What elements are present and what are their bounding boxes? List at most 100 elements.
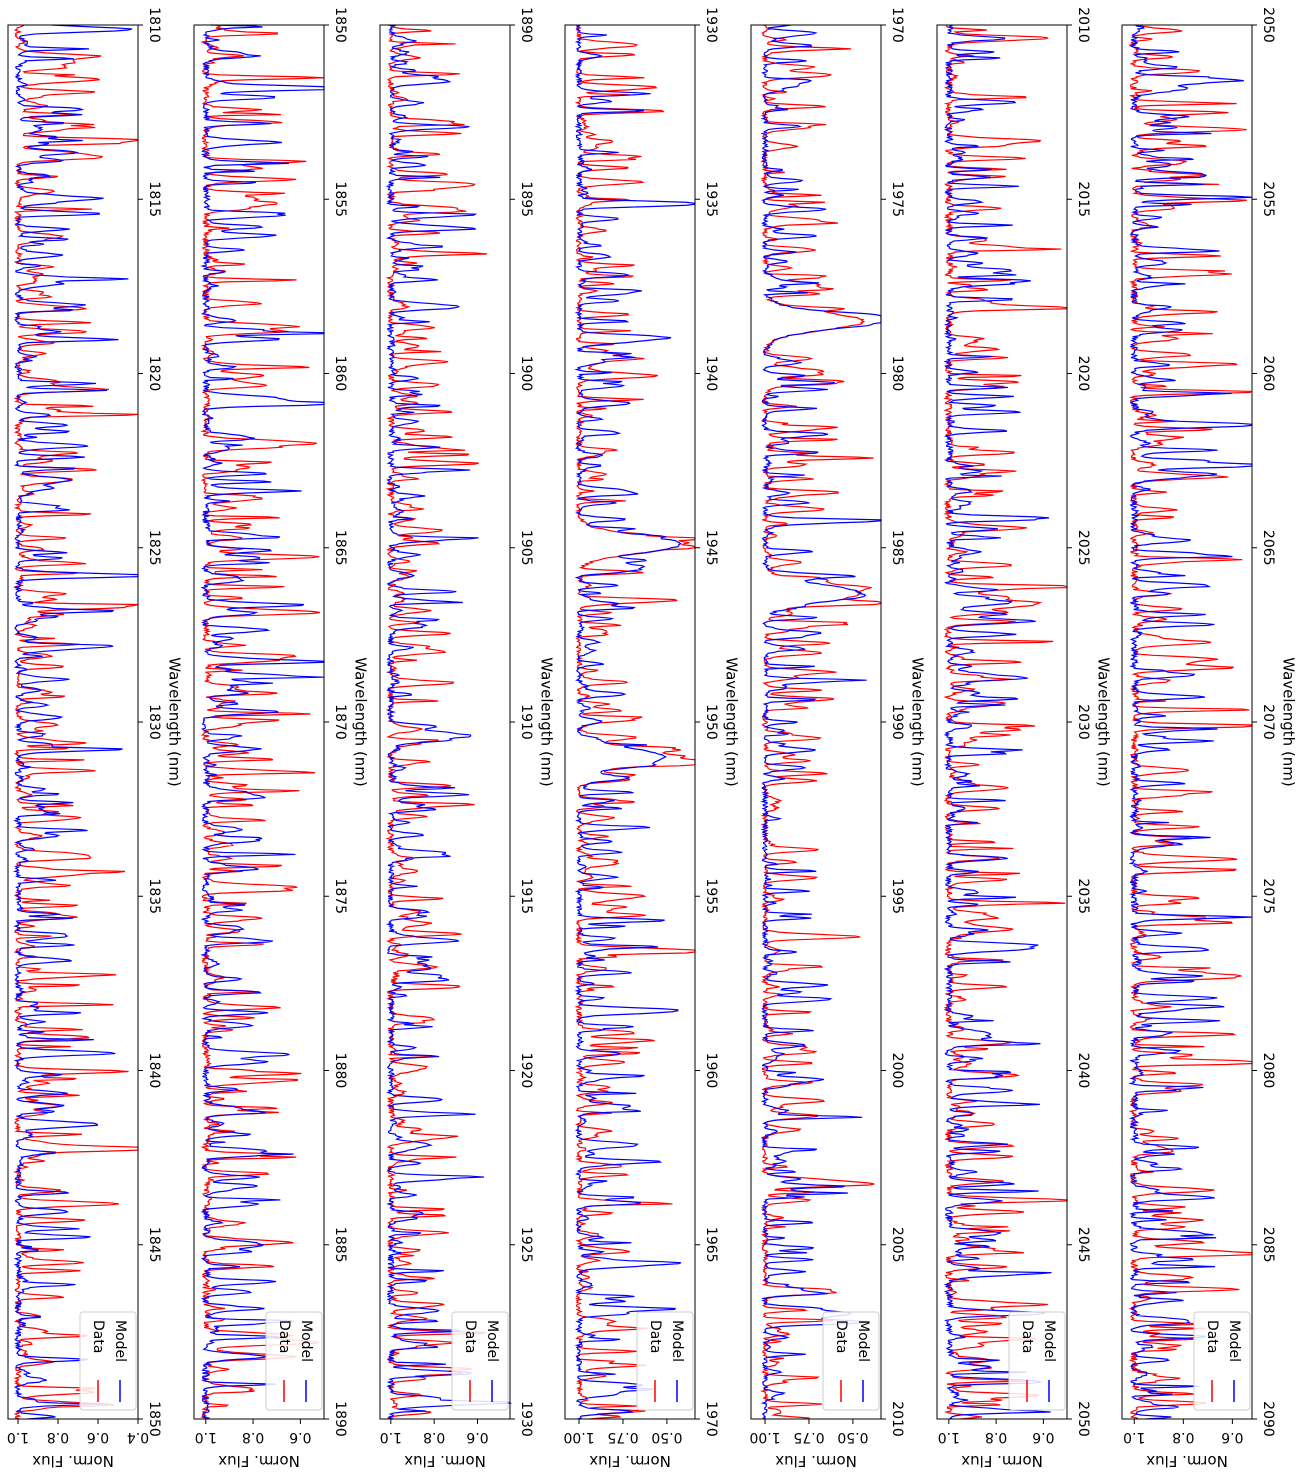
x-tick-label: 1860 xyxy=(332,356,348,392)
x-tick-label: 2015 xyxy=(1075,181,1091,217)
x-axis-label: Wavelength (nm) xyxy=(1095,657,1113,787)
x-tick-label: 2045 xyxy=(1075,1227,1091,1263)
series-model-line-panel-6 xyxy=(943,24,1052,1420)
x-tick-label: 1820 xyxy=(146,356,162,392)
x-tick-label: 2065 xyxy=(1260,530,1276,566)
x-tick-label: 1825 xyxy=(146,530,162,566)
x-tick-label: 1885 xyxy=(332,1227,348,1263)
x-tick-label: 1990 xyxy=(889,704,905,740)
y-tick-label: 0.50 xyxy=(837,1429,868,1445)
x-axis-label: Wavelength (nm) xyxy=(909,657,927,787)
x-tick-label: 1840 xyxy=(146,1053,162,1089)
x-axis-label: Wavelength (nm) xyxy=(723,657,741,787)
series-model-line-panel-7 xyxy=(1128,24,1253,1420)
x-tick-label: 1850 xyxy=(332,7,348,43)
legend-label-data: Data xyxy=(276,1320,292,1353)
x-tick-label: 2020 xyxy=(1075,356,1091,392)
x-tick-label: 1875 xyxy=(332,878,348,914)
x-tick-label: 1950 xyxy=(703,704,719,740)
legend-label-model: Model xyxy=(1226,1320,1242,1362)
x-tick-label: 1915 xyxy=(518,878,534,914)
series-model-line-panel-1 xyxy=(12,24,139,1420)
legend-label-model: Model xyxy=(669,1320,685,1362)
y-tick-label: 1.00 xyxy=(563,1429,594,1445)
x-tick-label: 2030 xyxy=(1075,704,1091,740)
x-tick-label: 1870 xyxy=(332,704,348,740)
legend xyxy=(79,1311,137,1411)
legend xyxy=(265,1311,323,1411)
legend-label-data: Data xyxy=(1019,1320,1035,1353)
y-tick-label: 1.0 xyxy=(7,1429,29,1445)
x-tick-label: 2035 xyxy=(1075,878,1091,914)
y-tick-label: 0.6 xyxy=(289,1429,311,1445)
series-data-line-panel-1 xyxy=(12,24,139,1420)
legend xyxy=(1193,1311,1251,1411)
y-tick-label: 0.75 xyxy=(793,1429,824,1445)
y-axis-label: Norm. Flux xyxy=(775,1452,857,1470)
x-tick-label: 1975 xyxy=(889,181,905,217)
y-tick-label: 0.4 xyxy=(127,1429,149,1445)
y-tick-label: 1.0 xyxy=(380,1429,402,1445)
y-tick-label: 0.6 xyxy=(1032,1429,1054,1445)
x-tick-label: 1890 xyxy=(518,7,534,43)
x-tick-label: 1890 xyxy=(332,1401,348,1437)
x-tick-label: 1830 xyxy=(146,704,162,740)
x-tick-label: 1905 xyxy=(518,530,534,566)
legend xyxy=(451,1311,509,1411)
x-tick-label: 2070 xyxy=(1260,704,1276,740)
panel-frame xyxy=(750,24,882,1420)
x-tick-label: 1965 xyxy=(703,1227,719,1263)
series-data-line-panel-4 xyxy=(574,24,696,1420)
x-tick-label: 2010 xyxy=(889,1401,905,1437)
x-tick-label: 2075 xyxy=(1260,878,1276,914)
series-data-line-panel-5 xyxy=(760,24,882,1420)
y-tick-label: 0.50 xyxy=(651,1429,682,1445)
x-tick-label: 1930 xyxy=(518,1401,534,1437)
x-tick-label: 2090 xyxy=(1260,1401,1276,1437)
x-tick-label: 1900 xyxy=(518,356,534,392)
x-tick-label: 2005 xyxy=(889,1227,905,1263)
x-axis-label: Wavelength (nm) xyxy=(352,657,370,787)
series-data-line-panel-7 xyxy=(1128,24,1253,1420)
series-data-line-panel-6 xyxy=(943,24,1068,1420)
x-tick-label: 1940 xyxy=(703,356,719,392)
series-model-line-panel-5 xyxy=(760,24,882,1420)
x-tick-label: 1960 xyxy=(703,1053,719,1089)
legend xyxy=(822,1311,880,1411)
legend-label-data: Data xyxy=(647,1320,663,1353)
x-tick-label: 1970 xyxy=(889,7,905,43)
x-tick-label: 1970 xyxy=(703,1401,719,1437)
legend-label-data: Data xyxy=(90,1320,106,1353)
legend-label-data: Data xyxy=(462,1320,478,1353)
x-tick-label: 1880 xyxy=(332,1053,348,1089)
x-tick-label: 2040 xyxy=(1075,1053,1091,1089)
x-tick-label: 2060 xyxy=(1260,356,1276,392)
y-tick-label: 0.8 xyxy=(423,1429,445,1445)
y-tick-label: 0.8 xyxy=(985,1429,1007,1445)
x-tick-label: 2010 xyxy=(1075,7,1091,43)
series-model-line-panel-3 xyxy=(385,24,513,1420)
x-tick-label: 1935 xyxy=(703,181,719,217)
spectrum-panel-1: 1810 1815 1820 1825 1830 1835 1840 1845 1850 Wave… xyxy=(7,7,184,1470)
y-axis-label: Norm. Flux xyxy=(32,1452,114,1470)
x-tick-label: 1850 xyxy=(146,1401,162,1437)
y-tick-label: 0.8 xyxy=(1172,1429,1194,1445)
y-tick-label: 1.0 xyxy=(195,1429,217,1445)
x-tick-label: 1955 xyxy=(703,878,719,914)
spectrum-panel-5: 1970 1975 1980 1985 1990 1995 2000 2005 2010 Wave… xyxy=(749,7,926,1470)
x-tick-label: 2050 xyxy=(1260,7,1276,43)
x-tick-label: 1985 xyxy=(889,530,905,566)
spectrum-panel-3: 1890 1895 1900 1905 1910 1915 1920 1925 1930 Wave… xyxy=(379,7,556,1470)
y-tick-label: 0.75 xyxy=(607,1429,638,1445)
spectrum-panel-7: 2050 2055 2060 2065 2070 2075 2080 2085 2090 Wave… xyxy=(1121,7,1298,1470)
y-tick-label: 1.0 xyxy=(938,1429,960,1445)
x-tick-label: 1895 xyxy=(518,181,534,217)
y-axis-label: Norm. Flux xyxy=(961,1452,1043,1470)
x-tick-label: 1865 xyxy=(332,530,348,566)
series-data-line-panel-3 xyxy=(385,24,488,1420)
series-model-line-panel-2 xyxy=(200,24,325,1420)
x-axis-label: Wavelength (nm) xyxy=(538,657,556,787)
x-tick-label: 2000 xyxy=(889,1053,905,1089)
x-tick-label: 1925 xyxy=(518,1227,534,1263)
x-axis-label: Wavelength (nm) xyxy=(1280,657,1298,787)
